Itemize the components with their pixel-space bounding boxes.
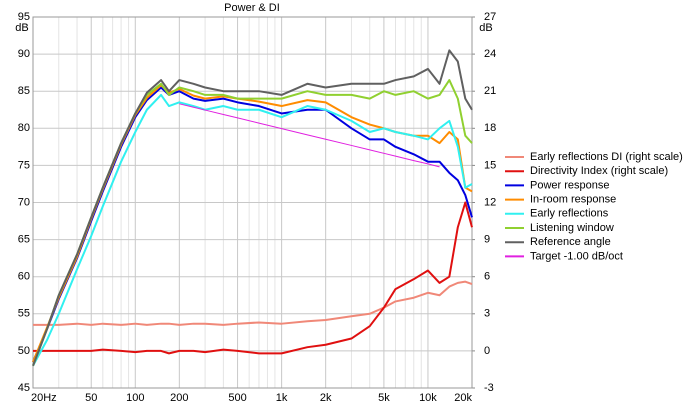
- y2-tick-label: 6: [484, 271, 490, 283]
- legend-label: Directivity Index (right scale): [530, 165, 668, 177]
- y-tick-label: 65: [18, 234, 30, 246]
- y2-tick-label: 0: [484, 345, 490, 357]
- y-axis-label: dB: [15, 22, 28, 34]
- y-tick-label: 55: [18, 308, 30, 320]
- y2-tick-label: 27: [484, 11, 496, 23]
- y-tick-label: 50: [18, 345, 30, 357]
- y2-tick-label: 12: [484, 196, 496, 208]
- y-tick-label: 80: [18, 122, 30, 134]
- y2-tick-label: 24: [484, 48, 496, 60]
- y-tick-label: 60: [18, 271, 30, 283]
- legend-label: Power response: [530, 179, 610, 191]
- y2-tick-label: 3: [484, 308, 490, 320]
- series-line: [179, 103, 440, 168]
- x-tick-label: 100: [126, 392, 144, 404]
- y2-tick-label: 9: [484, 234, 490, 246]
- legend-label: Early reflections DI (right scale): [530, 151, 683, 163]
- y-tick-label: 90: [18, 48, 30, 60]
- y-tick-label: 75: [18, 159, 30, 171]
- series-line: [32, 49, 473, 367]
- x-tick-label: 5k: [378, 392, 390, 404]
- chart-title: Power & DI: [224, 2, 280, 14]
- series-line: [32, 93, 473, 367]
- y-tick-label: 85: [18, 85, 30, 97]
- y2-axis-label: dB: [479, 22, 492, 34]
- legend-label: In-room response: [530, 194, 616, 206]
- y-tick-label: 45: [18, 382, 30, 394]
- legend-label: Target -1.00 dB/oct: [530, 250, 623, 262]
- x-tick-label: 500: [228, 392, 246, 404]
- x-tick-label: 2k: [320, 392, 332, 404]
- x-tick-label: 10k: [419, 392, 437, 404]
- x-tick-label: 200: [170, 392, 188, 404]
- x-tick-label: 1k: [276, 392, 288, 404]
- legend-label: Early reflections: [530, 208, 609, 220]
- y2-tick-label: 18: [484, 122, 496, 134]
- x-tick-label: 20Hz: [31, 392, 57, 404]
- plot-frame: [32, 16, 473, 389]
- x-tick-label: 50: [85, 392, 97, 404]
- y-tick-label: 70: [18, 196, 30, 208]
- y2-tick-label: 15: [484, 159, 496, 171]
- y2-tick-label: -3: [484, 382, 494, 394]
- series-line: [33, 201, 473, 355]
- legend-label: Listening window: [530, 222, 614, 234]
- y-tick-label: 95: [18, 11, 30, 23]
- series-line: [33, 280, 473, 326]
- y2-tick-label: 21: [484, 85, 496, 97]
- legend-label: Reference angle: [530, 236, 611, 248]
- x-tick-label: 20k: [454, 392, 472, 404]
